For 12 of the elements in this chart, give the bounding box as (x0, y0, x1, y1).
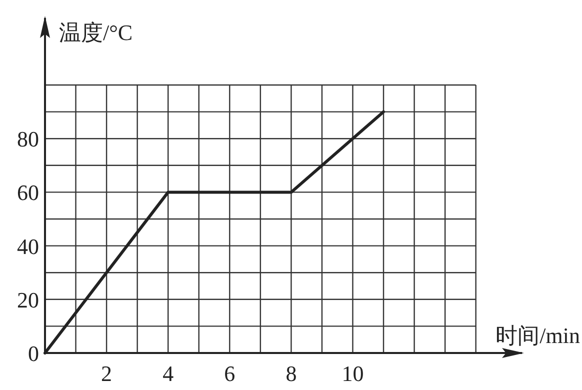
x-tick-label: 8 (286, 361, 297, 386)
y-tick-label: 20 (17, 287, 39, 312)
x-tick-label: 10 (342, 361, 364, 386)
y-tick-label: 80 (17, 126, 39, 152)
x-axis-title: 时间/min (496, 323, 580, 348)
y-tick-label: 0 (28, 341, 39, 366)
y-tick-label: 60 (17, 180, 39, 206)
x-tick-label: 4 (162, 361, 174, 386)
y-axis-title: 温度/°C (59, 20, 133, 45)
y-tick-label: 40 (17, 234, 39, 259)
x-tick-label: 2 (101, 361, 112, 386)
x-tick-label: 6 (224, 361, 236, 386)
